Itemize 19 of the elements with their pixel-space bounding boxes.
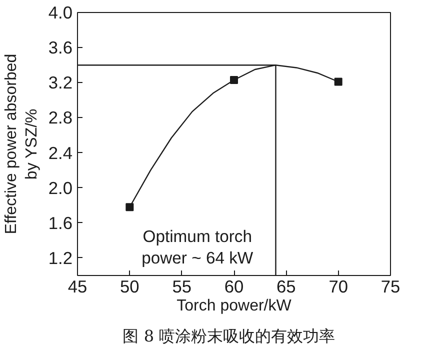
y-tick-label: 1.2: [48, 248, 73, 268]
x-axis-title: Torch power/kW: [176, 298, 292, 314]
x-tick-label: 70: [328, 276, 348, 296]
x-tick-label: 75: [380, 276, 400, 296]
x-tick-label: 60: [224, 276, 244, 296]
y-axis-title: Effective power absorbed by YSZ/%: [3, 54, 40, 234]
y-tick-label: 2.4: [48, 142, 73, 163]
annotation: Optimum torch power ~ 64 kW: [142, 226, 254, 268]
y-tick-label: 4.0: [48, 2, 73, 22]
x-tick-label: 50: [120, 276, 140, 296]
y-tick-label: 1.6: [48, 212, 73, 233]
caption: 图 8 喷涂粉末吸收的有效功率: [122, 326, 336, 346]
x-tick-label: 45: [68, 276, 88, 296]
x-tick-label: 55: [172, 276, 192, 296]
x-tick-label: 65: [276, 276, 296, 296]
y-tick-label: 2.8: [48, 108, 73, 128]
y-tick-label: 3.2: [48, 72, 73, 93]
y-tick-label: 2.0: [48, 178, 73, 198]
y-tick-label: 3.6: [48, 38, 73, 58]
